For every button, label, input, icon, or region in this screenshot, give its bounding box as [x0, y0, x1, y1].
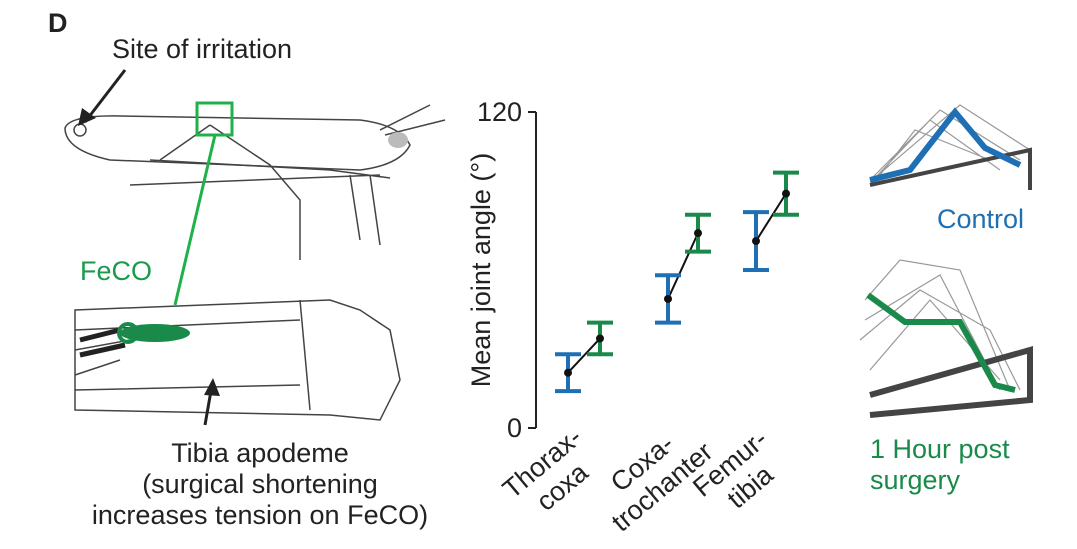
mean-point — [596, 334, 604, 342]
legend-label: Control — [937, 204, 1024, 234]
y-tick-label: 120 — [477, 97, 522, 127]
x-tick-label: Femur-tibia — [687, 424, 793, 527]
y-axis-label: Mean joint angle (°) — [466, 153, 496, 387]
y-tick-label: 0 — [507, 413, 522, 443]
connector — [756, 194, 786, 241]
insect-drawing — [65, 70, 445, 425]
mean-point — [664, 295, 672, 303]
mean-point — [782, 190, 790, 198]
figure: D Site of irritation FeCO Tibia apodeme(… — [0, 0, 1077, 549]
connector — [668, 233, 698, 299]
annotation: FeCO — [80, 256, 152, 286]
annotation: Site of irritation — [112, 34, 292, 64]
panel-label: D — [48, 8, 68, 38]
leg-traces — [860, 105, 1030, 415]
mean-point — [564, 369, 572, 377]
mean-point — [752, 237, 760, 245]
mean-point — [694, 229, 702, 237]
